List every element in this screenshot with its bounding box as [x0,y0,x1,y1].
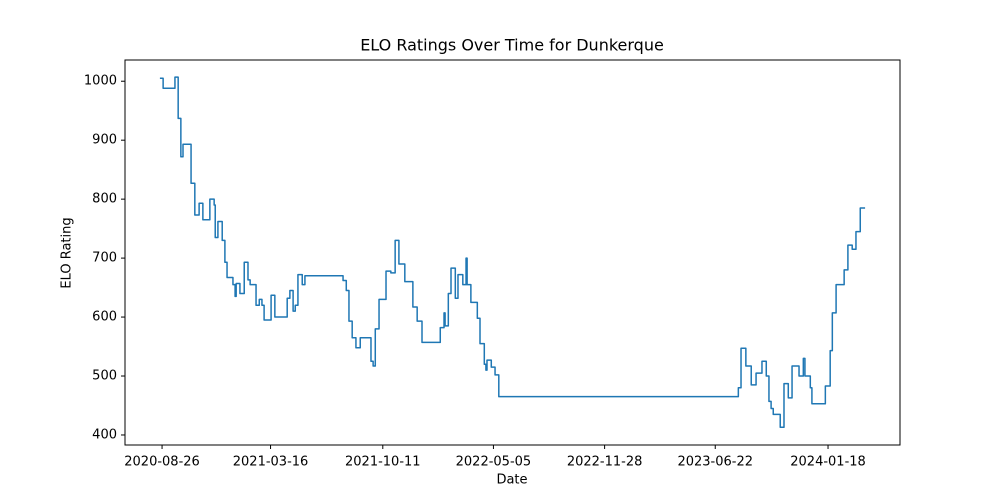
x-tick-label: 2021-10-11 [345,455,421,470]
y-tick-label: 500 [92,369,117,384]
x-tick-label: 2021-03-16 [233,455,309,470]
y-tick-label: 800 [92,192,117,207]
y-tick-label: 900 [92,133,117,148]
data-line [159,76,866,429]
y-tick-label: 700 [92,251,117,266]
x-tick-label: 2022-11-28 [567,455,643,470]
y-axis-label: ELO Rating [60,217,75,288]
x-axis-label: Date [496,473,527,488]
chart-title: ELO Ratings Over Time for Dunkerque [360,36,664,55]
x-tick-label: 2020-08-26 [124,455,200,470]
x-tick-label: 2024-01-18 [790,455,866,470]
x-tick-label: 2022-05-05 [456,455,532,470]
x-tick-label: 2023-06-22 [677,455,753,470]
axes-frame [124,59,901,446]
y-tick-label: 400 [92,427,117,442]
y-tick-label: 1000 [84,74,117,89]
y-tick-label: 600 [92,310,117,325]
